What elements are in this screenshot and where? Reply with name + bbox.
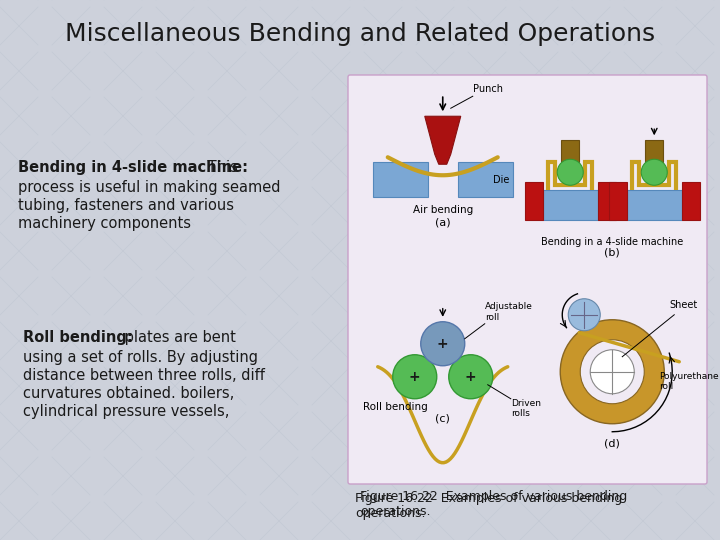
Circle shape	[568, 299, 600, 330]
Bar	[608, 183, 626, 220]
Text: Miscellaneous Bending and Related Operations: Miscellaneous Bending and Related Operat…	[65, 22, 655, 46]
Bar	[562, 140, 580, 162]
Text: Air bending: Air bending	[413, 205, 473, 215]
Text: (a): (a)	[435, 217, 451, 227]
Circle shape	[560, 320, 665, 424]
Bar	[525, 183, 543, 220]
Circle shape	[642, 159, 667, 185]
Text: plates are bent: plates are bent	[120, 330, 236, 345]
Text: (c): (c)	[436, 414, 450, 424]
Text: curvatures obtained. boilers,: curvatures obtained. boilers,	[23, 386, 234, 401]
Bar	[645, 140, 663, 162]
Circle shape	[557, 159, 583, 185]
Text: tubing, fasteners and various: tubing, fasteners and various	[18, 198, 234, 213]
Text: Roll bending:: Roll bending:	[23, 330, 132, 345]
Text: Adjustable
roll: Adjustable roll	[485, 302, 533, 322]
Text: Punch: Punch	[473, 84, 503, 94]
Text: Sheet: Sheet	[670, 300, 698, 310]
Text: Roll bending: Roll bending	[363, 402, 428, 411]
Bar	[682, 183, 700, 220]
Text: Bending in 4-slide machine:: Bending in 4-slide machine:	[18, 160, 248, 175]
Text: +: +	[437, 337, 449, 351]
Circle shape	[392, 355, 437, 399]
Text: Polyurethane
roll: Polyurethane roll	[660, 372, 719, 391]
Bar	[458, 162, 513, 197]
FancyBboxPatch shape	[348, 75, 707, 484]
Text: Figure 16.22  Examples of various bending
operations.: Figure 16.22 Examples of various bending…	[355, 492, 622, 520]
Text: cylindrical pressure vessels,: cylindrical pressure vessels,	[23, 404, 230, 419]
Text: +: +	[409, 370, 420, 384]
Text: Figure 16.22  Examples of various bending
operations.: Figure 16.22 Examples of various bending…	[360, 490, 627, 518]
Circle shape	[420, 322, 464, 366]
Bar	[598, 183, 616, 220]
Text: using a set of rolls. By adjusting: using a set of rolls. By adjusting	[23, 350, 258, 365]
Bar	[373, 162, 428, 197]
Text: distance between three rolls, diff: distance between three rolls, diff	[23, 368, 265, 383]
Text: +: +	[465, 370, 477, 384]
Circle shape	[580, 340, 644, 404]
Circle shape	[590, 350, 634, 394]
Text: process is useful in making seamed: process is useful in making seamed	[18, 180, 281, 195]
Text: Die: Die	[493, 175, 510, 185]
Text: (b): (b)	[604, 247, 620, 257]
Text: Bending in a 4-slide machine: Bending in a 4-slide machine	[541, 237, 683, 247]
Text: Driven
rolls: Driven rolls	[510, 399, 541, 418]
Text: machinery components: machinery components	[18, 216, 191, 231]
Circle shape	[449, 355, 492, 399]
Bar	[626, 190, 682, 220]
Text: This: This	[203, 160, 238, 175]
Bar	[543, 190, 598, 220]
Text: (d): (d)	[604, 438, 620, 449]
Polygon shape	[425, 116, 461, 164]
